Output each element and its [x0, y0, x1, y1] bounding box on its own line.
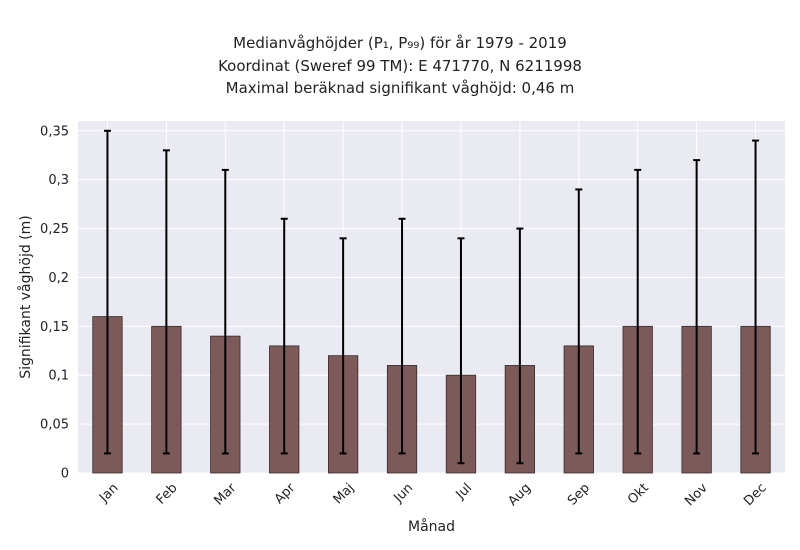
x-tick-label-mar: Mar [211, 480, 239, 508]
error-bar-apr [280, 217, 288, 455]
error-bar-sep [575, 188, 583, 455]
x-tick-label-apr: Apr [272, 480, 299, 507]
x-tick-label-dec: Dec [741, 481, 769, 509]
x-tick-label-nov: Nov [682, 480, 711, 509]
x-tick-label-maj: Maj [331, 481, 358, 508]
error-bar-okt [634, 168, 642, 455]
x-tick-label-jul: Jul [453, 481, 475, 503]
y-tick-label: 0 [61, 467, 69, 482]
error-bar-nov [693, 159, 701, 455]
plot-area [78, 121, 785, 473]
y-tick-label: 0,05 [40, 418, 69, 433]
error-bar-dec [752, 139, 760, 455]
x-axis-label: Månad [408, 518, 455, 535]
error-bar-aug [516, 227, 524, 465]
y-tick-label: 0,35 [40, 124, 69, 139]
x-tick-label-aug: Aug [505, 481, 534, 510]
error-bar-jun [398, 217, 406, 455]
error-bar-maj [339, 237, 347, 455]
y-tick-label: 0,15 [40, 320, 69, 335]
x-tick-label-feb: Feb [154, 481, 181, 508]
error-bar-jan [103, 129, 111, 455]
y-tick-label: 0,2 [48, 271, 69, 286]
x-tick-label-jun: Jun [391, 481, 417, 507]
title-line-1: Medianvåghöjder (P₁, P₉₉) för år 1979 - … [233, 34, 567, 52]
error-bar-jul [457, 237, 465, 465]
title-line-3: Maximal beräknad signifikant våghöjd: 0,… [225, 79, 575, 97]
error-bar-feb [162, 149, 170, 455]
x-tick-label-jan: Jan [96, 481, 121, 506]
y-tick-label: 0,3 [48, 173, 69, 188]
x-tick-labels: Jan Feb Mar Apr Maj Jun Jul Aug Sep Okt Nov Dec [96, 480, 770, 509]
y-tick-label: 0,1 [48, 369, 69, 384]
y-tick-labels: 0 0,05 0,1 0,15 0,2 0,25 0,3 0,35 [40, 124, 69, 481]
title-line-2: Koordinat (Sweref 99 TM): E 471770, N 62… [218, 57, 582, 75]
error-bars [103, 129, 760, 465]
y-tick-label: 0,25 [40, 222, 69, 237]
x-tick-label-sep: Sep [565, 481, 593, 509]
y-axis-label: Signifikant våghöjd (m) [17, 215, 34, 378]
x-tick-label-okt: Okt [625, 481, 652, 508]
error-bar-mar [221, 168, 229, 455]
